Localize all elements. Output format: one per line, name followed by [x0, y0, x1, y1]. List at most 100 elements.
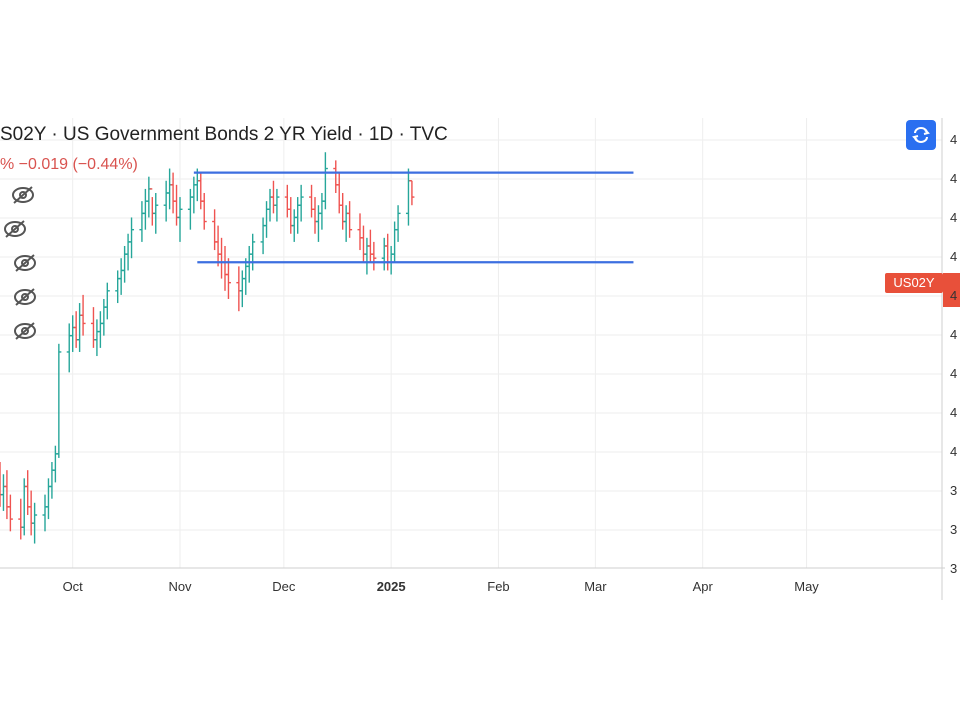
- ohlc-bar: [0, 474, 6, 511]
- x-tick-label: Feb: [487, 579, 509, 594]
- ohlc-bar: [115, 270, 121, 304]
- ohlc-bar: [104, 282, 110, 320]
- ohlc-bar: [243, 258, 249, 295]
- eye-off-icon[interactable]: [12, 252, 38, 274]
- ohlc-bar: [288, 197, 294, 234]
- ohlc-bar: [250, 233, 256, 271]
- ohlc-bar: [260, 217, 266, 255]
- y-tick-label: 4: [950, 366, 958, 381]
- ohlc-bar: [70, 315, 76, 352]
- ohlc-bar: [405, 168, 411, 226]
- ohlc-bar: [7, 494, 13, 532]
- y-tick-label: 4: [950, 210, 958, 225]
- ohlc-bar: [201, 192, 207, 230]
- ohlc-bar: [153, 192, 159, 234]
- ohlc-bar: [142, 188, 148, 230]
- sync-icon: [912, 127, 930, 143]
- ohlc-bar: [322, 152, 328, 210]
- ohlc-bar: [49, 462, 55, 499]
- price-badge-tail: [943, 273, 960, 307]
- y-tick-label: 4: [950, 444, 958, 459]
- x-tick-label: Nov: [168, 579, 192, 594]
- ohlc-bar: [364, 237, 370, 275]
- ohlc-bar: [32, 502, 38, 544]
- y-tick-label: 4: [950, 171, 958, 186]
- ohlc-bar: [52, 445, 58, 483]
- ohlc-bar: [97, 311, 103, 348]
- ohlc-bar: [139, 201, 145, 242]
- ohlc-bar: [388, 245, 394, 275]
- ohlc-bar: [25, 470, 31, 516]
- grid: [0, 118, 942, 568]
- x-tick-label: May: [794, 579, 819, 594]
- ohlc-bar: [77, 303, 83, 352]
- ohlc-bar: [45, 478, 51, 520]
- sync-button[interactable]: [906, 120, 936, 150]
- chart-title: S02Y · US Government Bonds 2 YR Yield · …: [0, 124, 448, 145]
- ohlc-bar: [212, 209, 218, 251]
- ohlc-bar: [174, 184, 180, 226]
- y-tick-label: 4: [950, 132, 958, 147]
- price-change: % −0.019 (−0.44%): [0, 156, 138, 173]
- ohlc-bar: [315, 205, 321, 242]
- ohlc-bar: [284, 184, 290, 218]
- y-tick-label: 4: [950, 327, 958, 342]
- ohlc-bar: [187, 188, 193, 230]
- y-tick-label: 3: [950, 561, 958, 576]
- ohlc-bar: [118, 258, 124, 295]
- y-tick-label: 4: [950, 249, 958, 264]
- ohlc-bar: [319, 192, 325, 230]
- ohlc-bar: [80, 294, 86, 336]
- ohlc-bar: [225, 258, 231, 299]
- ohlc-bar: [167, 168, 173, 210]
- ohlc-bar: [264, 201, 270, 238]
- y-tick-label: 3: [950, 522, 958, 537]
- eye-off-icon[interactable]: [10, 184, 36, 206]
- ohlc-bar: [267, 188, 273, 222]
- channel-lines[interactable]: [193, 171, 634, 264]
- ohlc-bar: [274, 188, 280, 222]
- eye-off-icon[interactable]: [2, 218, 28, 240]
- ohlc-bars: [0, 152, 415, 544]
- ohlc-bar: [4, 470, 10, 520]
- ohlc-bar: [409, 180, 415, 206]
- ohlc-bar: [219, 237, 225, 279]
- ohlc-bar: [191, 176, 197, 214]
- ohlc-bar: [94, 319, 100, 357]
- ohlc-bar: [28, 490, 34, 536]
- ohlc-bar: [309, 184, 315, 218]
- x-tick-label: Oct: [63, 579, 84, 594]
- ohlc-bar: [295, 197, 301, 234]
- ohlc-bar: [246, 245, 252, 283]
- eye-off-icon[interactable]: [12, 286, 38, 308]
- ohlc-bar: [90, 307, 96, 348]
- ohlc-bar: [215, 225, 221, 267]
- ohlc-bar: [146, 176, 152, 218]
- x-tick-label: 2025: [377, 579, 406, 594]
- ohlc-bar: [298, 184, 304, 222]
- x-tick-label: Apr: [693, 579, 714, 594]
- ohlc-bar: [343, 205, 349, 242]
- eye-off-icon[interactable]: [12, 320, 38, 342]
- ohlc-bar: [270, 180, 276, 214]
- ohlc-bar: [198, 172, 204, 210]
- x-tick-labels: Oct Nov Dec 2025 Feb Mar Apr May: [63, 579, 820, 594]
- ohlc-bar: [340, 192, 346, 230]
- ohlc-bar: [0, 462, 3, 507]
- ohlc-bar: [381, 237, 387, 271]
- ohlc-bar: [56, 343, 62, 458]
- ohlc-bar: [163, 180, 169, 222]
- price-badge: US02Y: [885, 273, 943, 293]
- y-tick-label: 3: [950, 483, 958, 498]
- ohlc-bar: [236, 266, 242, 312]
- ohlc-bar: [73, 311, 79, 348]
- ohlc-bar: [392, 221, 398, 263]
- ohlc-bar: [312, 197, 318, 234]
- ohlc-bar: [291, 209, 297, 242]
- ohlc-bar: [125, 233, 131, 271]
- ohlc-bar: [42, 494, 48, 532]
- y-tick-label: 4: [950, 405, 958, 420]
- ohlc-bar: [385, 233, 391, 271]
- ohlc-bar: [371, 241, 377, 271]
